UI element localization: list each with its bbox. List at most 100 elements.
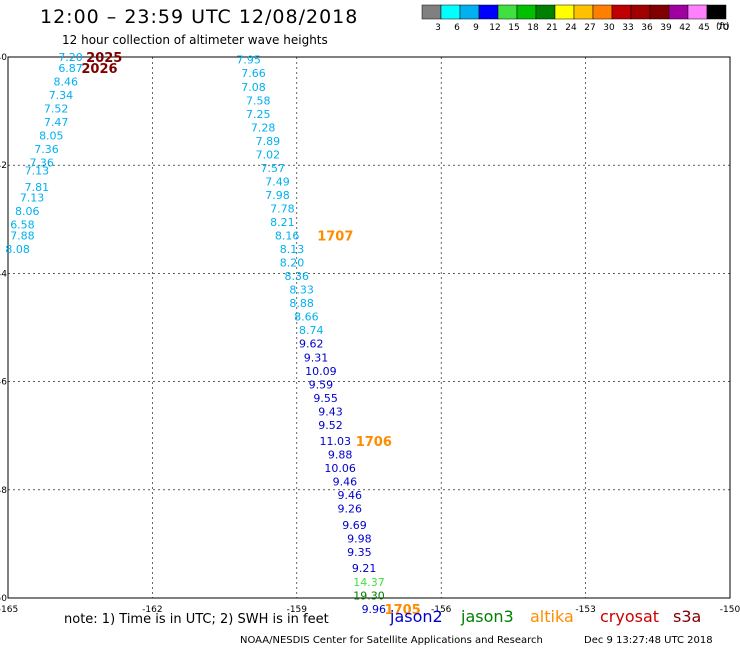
legend-swatch (592, 4, 613, 20)
legend-swatch (554, 4, 575, 20)
satellite-jason2: jason2 (390, 607, 443, 626)
satellite-altika: altika (530, 607, 574, 626)
data-point-label: 9.52 (318, 419, 343, 432)
legend-label: 15 (508, 23, 519, 33)
data-point-label: 7.98 (265, 189, 290, 202)
data-point-label: 7.57 (260, 162, 285, 175)
data-point-label: 8.36 (285, 270, 310, 283)
data-point-label: 9.69 (342, 519, 367, 532)
data-point-label: 7.78 (270, 202, 295, 215)
legend-label: 18 (527, 23, 539, 33)
x-tick-label: -153 (575, 605, 595, 615)
legend-label: 36 (641, 23, 653, 33)
legend-swatch (687, 4, 708, 20)
y-tick-label: -50 (0, 594, 7, 604)
data-point-label: 7.20 (58, 51, 83, 64)
data-point-label: 7.81 (25, 181, 50, 194)
legend-label: 6 (454, 23, 460, 33)
y-tick-label: -44 (0, 269, 7, 279)
satellite-s3a: s3a (673, 607, 702, 626)
legend-label: 24 (565, 23, 577, 33)
legend-label: 42 (679, 23, 690, 33)
time-label: 1706 (356, 435, 392, 450)
x-tick-label: -150 (720, 605, 740, 615)
legend-swatch (535, 4, 556, 20)
data-point-label: 9.96 (362, 603, 387, 616)
legend-swatch (630, 4, 651, 20)
y-tick-label: -46 (0, 378, 7, 388)
legend-swatch (459, 4, 480, 20)
data-point-label: 8.06 (15, 205, 40, 218)
data-point-label: 9.55 (313, 392, 338, 405)
data-point-label: 8.13 (280, 243, 305, 256)
data-point-label: 7.52 (44, 102, 69, 115)
data-point-label: 9.98 (347, 532, 372, 545)
data-point-label: 8.66 (294, 311, 319, 324)
data-point-label: 7.58 (246, 94, 271, 107)
data-point-label: 7.49 (265, 175, 290, 188)
satellite-jason3: jason3 (461, 607, 514, 626)
data-point-label: 8.46 (54, 75, 79, 88)
legend-swatch (497, 4, 518, 20)
footer-credit: NOAA/NESDIS Center for Satellite Applica… (240, 635, 543, 646)
data-point-label: 7.88 (10, 230, 35, 243)
data-point-label: 8.74 (299, 324, 324, 337)
data-point-label: 8.08 (5, 243, 30, 256)
legend-label: 33 (622, 23, 633, 33)
time-label: 2025 (86, 51, 122, 66)
legend-swatch (706, 4, 727, 20)
legend-swatch (573, 4, 594, 20)
data-point-label: 9.43 (318, 405, 343, 418)
data-point-label: 7.08 (241, 81, 266, 94)
legend-label: 3 (435, 23, 441, 33)
x-tick-label: -156 (431, 605, 452, 615)
legend-label: 27 (584, 23, 595, 33)
data-point-label: 7.02 (256, 148, 281, 161)
time-label: 1707 (317, 230, 353, 245)
x-tick-label: -159 (287, 605, 308, 615)
data-point-label: 8.21 (270, 216, 295, 229)
legend-label: 12 (489, 23, 500, 33)
legend-unit: (ft) (716, 22, 730, 32)
data-point-label: 8.16 (275, 230, 300, 243)
data-point-label: 7.95 (236, 54, 261, 67)
y-tick-label: -40 (0, 53, 7, 63)
data-point-label: 10.06 (324, 462, 356, 475)
data-point-label: 7.36 (34, 143, 59, 156)
data-point-label: 6.58 (10, 219, 35, 232)
time-label: 2026 (81, 62, 117, 77)
data-point-label: 9.31 (304, 351, 329, 364)
legend-swatch (421, 4, 442, 20)
data-point-label: 9.59 (309, 378, 334, 391)
data-point-label: 7.13 (20, 192, 45, 205)
chart-subtitle: 12 hour collection of altimeter wave hei… (62, 33, 328, 47)
data-point-label: 7.13 (25, 165, 50, 178)
y-tick-label: -48 (0, 486, 7, 496)
legend-label: 70 (717, 23, 729, 33)
data-point-label: 7.66 (241, 67, 266, 80)
data-point-label: 9.35 (347, 546, 372, 559)
legend-swatch (611, 4, 632, 20)
data-point-label: 10.09 (305, 365, 337, 378)
data-point-label: 7.36 (29, 156, 54, 169)
legend-label: 39 (660, 23, 672, 33)
chart-title: 12:00 – 23:59 UTC 12/08/2018 (40, 6, 359, 28)
footer-note: note: 1) Time is in UTC; 2) SWH is in fe… (64, 612, 329, 627)
data-point-label: 14.37 (353, 576, 385, 589)
data-point-label: 6.87 (58, 62, 83, 75)
legend-swatch (478, 4, 499, 20)
data-point-label: 9.88 (328, 449, 353, 462)
data-point-label: 19.30 (353, 589, 385, 602)
data-point-label: 9.21 (352, 562, 377, 575)
data-point-label: 7.89 (256, 135, 281, 148)
data-point-label: 8.33 (289, 284, 314, 297)
data-point-label: 9.46 (337, 489, 362, 502)
satellite-cryosat: cryosat (600, 607, 660, 626)
legend-label: 30 (603, 23, 615, 33)
plot-frame (7, 56, 731, 599)
data-point-label: 8.88 (289, 297, 314, 310)
legend-swatch (516, 4, 537, 20)
data-point-label: 9.26 (337, 503, 362, 516)
x-tick-label: -162 (142, 605, 162, 615)
